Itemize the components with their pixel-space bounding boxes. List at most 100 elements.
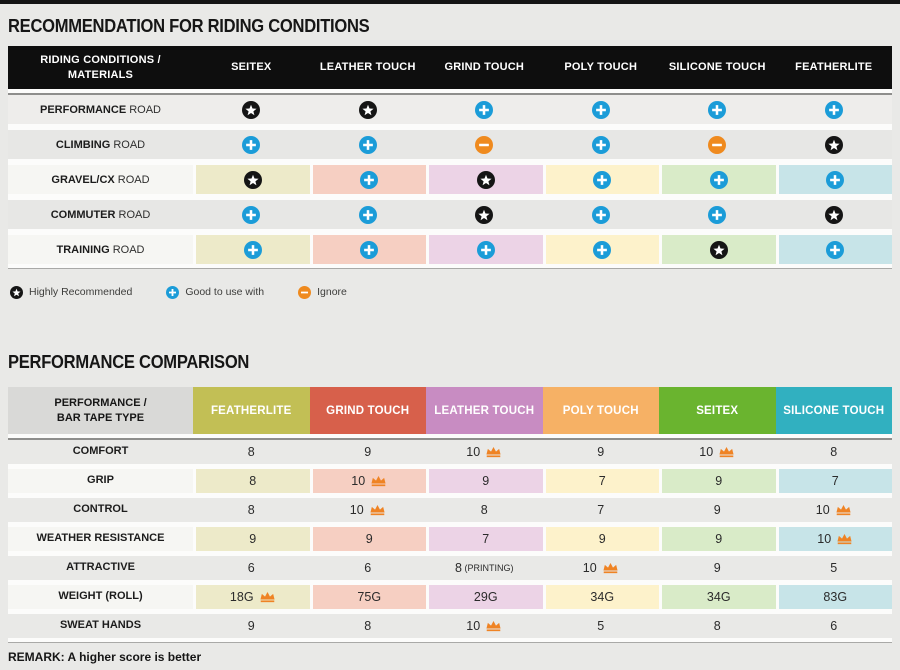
cell-value: 10 — [466, 619, 481, 633]
value-cell: 6 — [310, 556, 427, 580]
minus-icon — [708, 135, 727, 154]
plus-icon — [593, 170, 612, 189]
value-cell: 6 — [193, 556, 310, 580]
cell-value: 10 — [817, 532, 832, 546]
value-cell: 9 — [542, 527, 659, 551]
cell-value: 5 — [830, 561, 838, 575]
column-header-featherlite: FEATHERLITE — [795, 61, 873, 74]
cell-value: 9 — [713, 503, 721, 517]
row-label: GRAVEL/CX ROAD — [8, 165, 193, 194]
remark-note: REMARK: A higher score is better — [8, 650, 202, 664]
plus-badge-cell — [776, 95, 893, 124]
riding-row-climbing: CLIMBING ROAD — [8, 130, 892, 159]
perf-row-comfort: COMFORT 8 9 10 9 10 8 — [8, 440, 892, 464]
cell-value: 83G — [823, 590, 848, 604]
plus-badge-cell — [193, 130, 310, 159]
value-cell: 83G — [775, 585, 892, 609]
value-cell: 9 — [426, 469, 543, 493]
plus-icon — [242, 135, 261, 154]
plus-icon — [826, 240, 845, 259]
cell-note: (PRINTING) — [461, 563, 514, 573]
cell-value: 34G — [706, 590, 731, 604]
legend-item-star: Highly Recommended — [10, 285, 132, 299]
cell-value: 8 — [249, 474, 257, 488]
plus-badge-cell — [659, 95, 776, 124]
plus-icon — [826, 170, 845, 189]
star-icon — [475, 205, 494, 224]
performance-table: PERFORMANCE / BAR TAPE TYPE FEATHERLITE G… — [8, 387, 892, 643]
plus-icon — [476, 240, 495, 259]
value-cell: 8 — [193, 498, 310, 522]
column-header-silicone-touch: SILICONE TOUCH — [775, 387, 892, 434]
row-label: GRIP — [8, 469, 193, 493]
plus-icon — [591, 100, 610, 119]
value-cell: 8 (PRINTING) — [426, 556, 543, 580]
cell-value: 9 — [365, 532, 373, 546]
cell-value: 8 — [247, 503, 255, 517]
value-cell: 8 — [193, 440, 310, 464]
crown-icon — [370, 504, 385, 515]
value-cell: 9 — [659, 527, 776, 551]
cell-value: 10 — [815, 503, 830, 517]
plus-icon — [358, 135, 377, 154]
plus-icon — [475, 100, 494, 119]
header-divider — [8, 93, 892, 95]
cell-value: 8 — [455, 561, 462, 575]
row-label: CONTROL — [73, 503, 128, 516]
plus-badge-cell — [310, 200, 427, 229]
cell-value: 6 — [830, 619, 838, 633]
cell-value: 34G — [590, 590, 615, 604]
cell-value: 8 — [247, 445, 255, 459]
cell-value: 10 — [582, 561, 597, 575]
row-label: COMFORT — [72, 445, 129, 458]
value-cell: 34G — [659, 585, 776, 609]
cell-value: 9 — [715, 532, 723, 546]
cell-value: 29G — [473, 590, 498, 604]
plus-badge-cell — [193, 200, 310, 229]
value-cell: 9 — [193, 527, 310, 551]
minus-icon — [475, 135, 494, 154]
plus-badge-cell — [659, 200, 776, 229]
section-title-performance: PERFORMANCE COMPARISON — [8, 352, 250, 372]
table-bottom-border — [8, 268, 892, 269]
plus-badge-cell — [426, 95, 543, 124]
legend-item-minus: Ignore — [298, 285, 347, 299]
row-label: CLIMBING ROAD — [55, 138, 146, 151]
plus-icon — [358, 205, 377, 224]
riding-row-performance: PERFORMANCE ROAD — [8, 95, 892, 124]
header-divider — [8, 438, 892, 440]
performance-table-header: PERFORMANCE / BAR TAPE TYPE FEATHERLITE G… — [8, 387, 892, 434]
cell-value: 9 — [597, 445, 605, 459]
cell-value: 10 — [349, 503, 364, 517]
riding-row-gravel-cx: GRAVEL/CX ROAD — [8, 165, 892, 194]
riding-row-training: TRAINING ROAD — [8, 235, 892, 264]
value-cell: 7 — [542, 469, 659, 493]
legend: Highly Recommended Good to use with Ignore — [10, 285, 892, 299]
cell-value: 7 — [598, 474, 606, 488]
cell-value: 9 — [598, 532, 606, 546]
plus-icon — [360, 170, 379, 189]
row-label: COMMUTER ROAD — [50, 208, 151, 221]
column-header-seitex: SEITEX — [659, 387, 776, 434]
star-badge-cell — [310, 95, 427, 124]
column-header-featherlite: FEATHERLITE — [193, 387, 310, 434]
value-cell: 8 — [193, 469, 310, 493]
value-cell: 75G — [309, 585, 426, 609]
star-icon — [709, 240, 728, 259]
section-title-riding-conditions: RECOMMENDATION FOR RIDING CONDITIONS — [8, 16, 370, 36]
crown-icon — [836, 504, 851, 515]
perf-row-attractive: ATTRACTIVE 6 6 8 (PRINTING) 10 9 5 — [8, 556, 892, 580]
column-header-seitex: SEITEX — [231, 61, 272, 74]
legend-item-plus: Good to use with — [166, 285, 264, 299]
value-cell: 9 — [543, 440, 660, 464]
cell-value: 8 — [364, 619, 372, 633]
legend-label: Ignore — [317, 286, 347, 298]
crown-icon — [837, 533, 852, 544]
plus-icon — [591, 205, 610, 224]
value-cell: 9 — [309, 527, 426, 551]
cell-value: 7 — [831, 474, 839, 488]
value-cell: 9 — [659, 469, 776, 493]
value-cell: 10 — [310, 498, 427, 522]
cell-value: 8 — [480, 503, 488, 517]
plus-badge-cell — [543, 130, 660, 159]
